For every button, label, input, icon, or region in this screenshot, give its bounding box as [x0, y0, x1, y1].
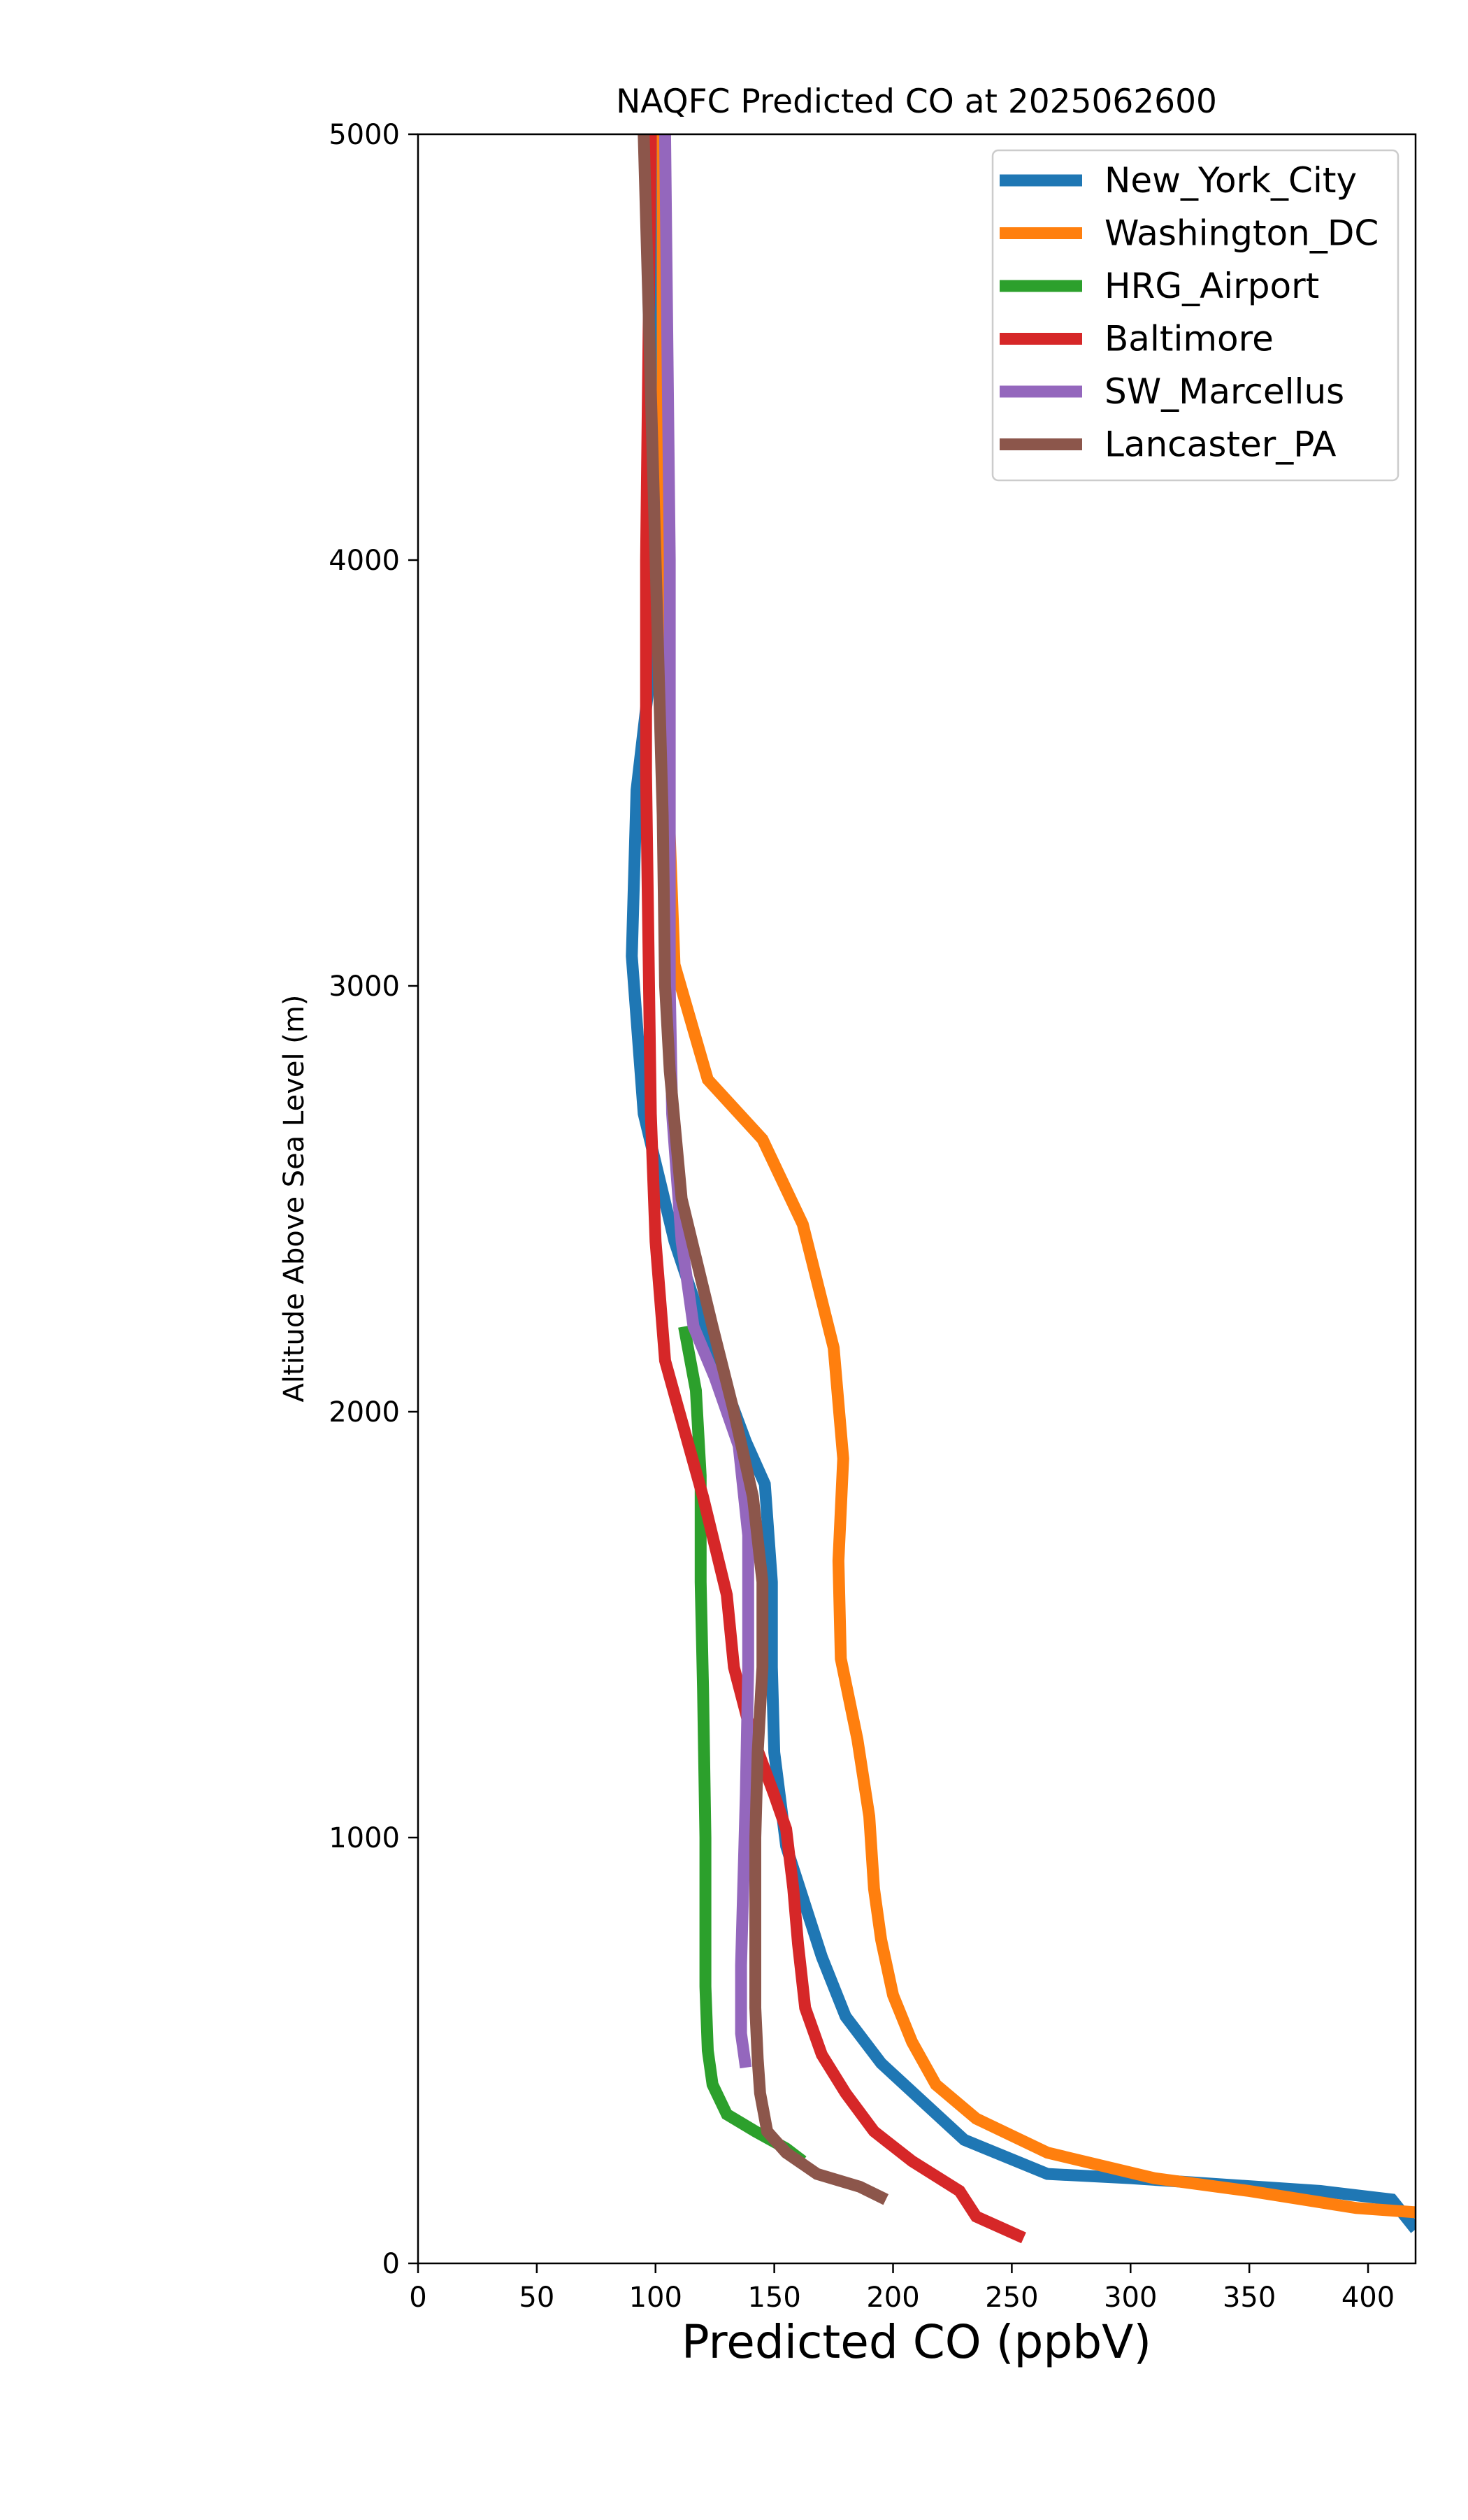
legend-box: [991, 149, 1399, 482]
series-line-sw-marcellus: [659, 134, 754, 2069]
y-axis-ticks: 0 1000 2000 3000 4000 5000: [329, 119, 418, 2280]
x-tick-label: 100: [629, 2282, 682, 2314]
series-line-new-york-city: [626, 134, 1416, 2233]
x-tick-label: 250: [985, 2282, 1038, 2314]
series-lines: [626, 134, 1416, 2244]
x-tick-label: 300: [1104, 2282, 1157, 2314]
y-tick-label: 5000: [329, 119, 400, 151]
y-tick-label: 4000: [329, 545, 400, 577]
legend-label: Washington_DC: [1104, 213, 1379, 254]
series-line-lancaster-pa: [638, 134, 889, 2205]
y-tick-label: 1000: [329, 1822, 400, 1854]
legend-label: Lancaster_PA: [1104, 424, 1336, 465]
y-tick-label: 3000: [329, 971, 400, 1003]
y-tick-label: 2000: [329, 1396, 400, 1429]
plot-area: [417, 133, 1417, 2265]
x-tick-label: 350: [1223, 2282, 1276, 2314]
x-tick-label: 200: [866, 2282, 919, 2314]
legend: New_York_City Washington_DC HRG_Airport Bal…: [991, 149, 1399, 482]
y-tick-label: 0: [382, 2248, 400, 2280]
legend-label: Baltimore: [1104, 319, 1274, 359]
x-tick-label: 50: [519, 2282, 554, 2314]
series-line-washington-dc: [656, 134, 1416, 2219]
x-axis-label: Predicted CO (ppbV): [682, 2315, 1151, 2369]
x-tick-label: 150: [747, 2282, 800, 2314]
legend-label: New_York_City: [1104, 160, 1357, 201]
y-axis-label: Altitude Above Sea Level (m): [278, 995, 310, 1403]
x-tick-label: 0: [409, 2282, 426, 2314]
legend-label: HRG_Airport: [1104, 266, 1319, 306]
chart-title: NAQFC Predicted CO at 2025062600: [616, 83, 1217, 121]
x-axis-ticks: 0 50 100 150 200 250 300 350 400: [409, 2263, 1395, 2314]
x-tick-label: 400: [1341, 2282, 1395, 2314]
legend-label: SW_Marcellus: [1104, 371, 1344, 412]
